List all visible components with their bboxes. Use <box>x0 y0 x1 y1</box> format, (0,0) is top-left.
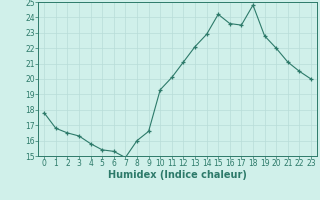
X-axis label: Humidex (Indice chaleur): Humidex (Indice chaleur) <box>108 170 247 180</box>
